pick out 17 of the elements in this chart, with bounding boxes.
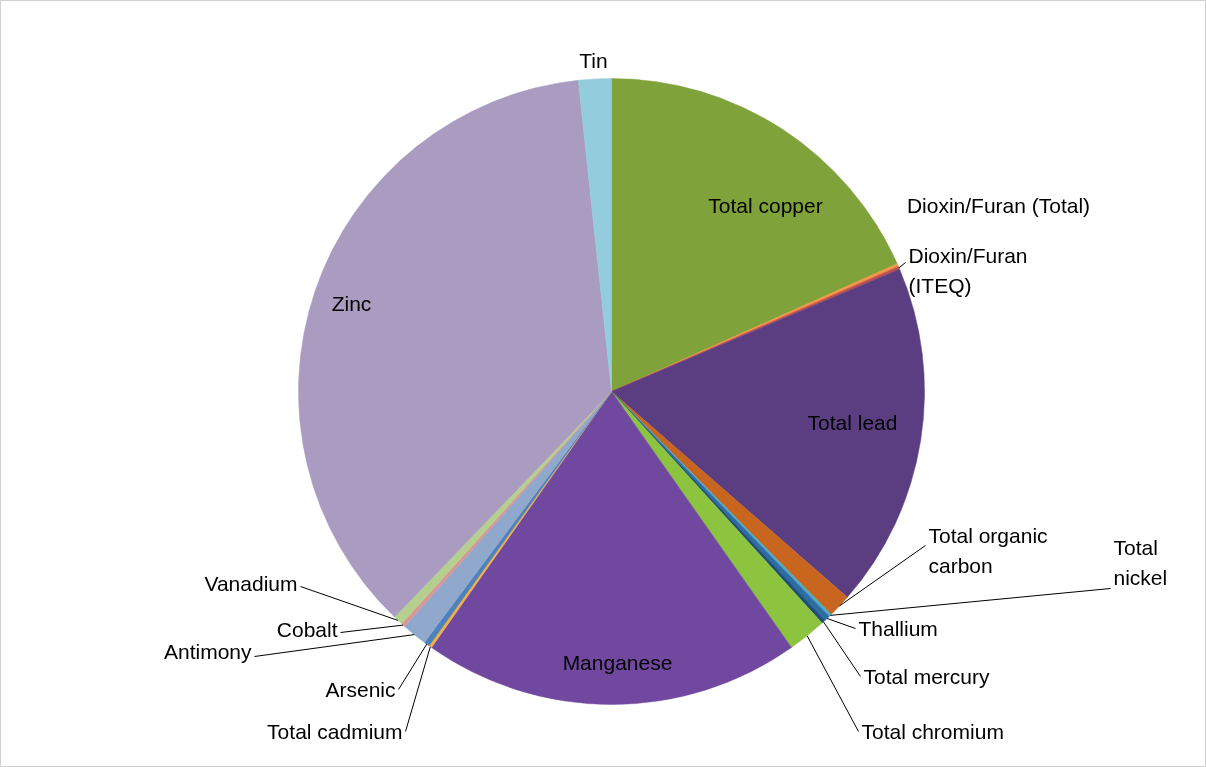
slice-label: Total mercury [863, 665, 991, 688]
slice-label: Tin [579, 49, 608, 72]
slice-label: Dioxin/Furan (Total) [906, 194, 1091, 217]
slice-label: Total organic carbon [928, 524, 1048, 577]
slice-label: Zinc [331, 292, 372, 315]
slice-label: Dioxin/Furan (ITEQ) [908, 244, 1028, 297]
slice-label: Arsenic [325, 678, 396, 701]
slice-label: Manganese [562, 651, 673, 674]
slice-label: Total nickel [1113, 536, 1168, 589]
slice-label: Vanadium [204, 572, 298, 595]
slice-label: Cobalt [276, 618, 338, 641]
slice-label: Total copper [708, 194, 823, 217]
slice-label: Total cadmium [267, 720, 403, 743]
slice-label: Thallium [858, 617, 938, 640]
slice-label: Total chromium [861, 720, 1004, 743]
slice-label: Total lead [807, 411, 898, 434]
slice-label: Antimony [163, 640, 252, 663]
